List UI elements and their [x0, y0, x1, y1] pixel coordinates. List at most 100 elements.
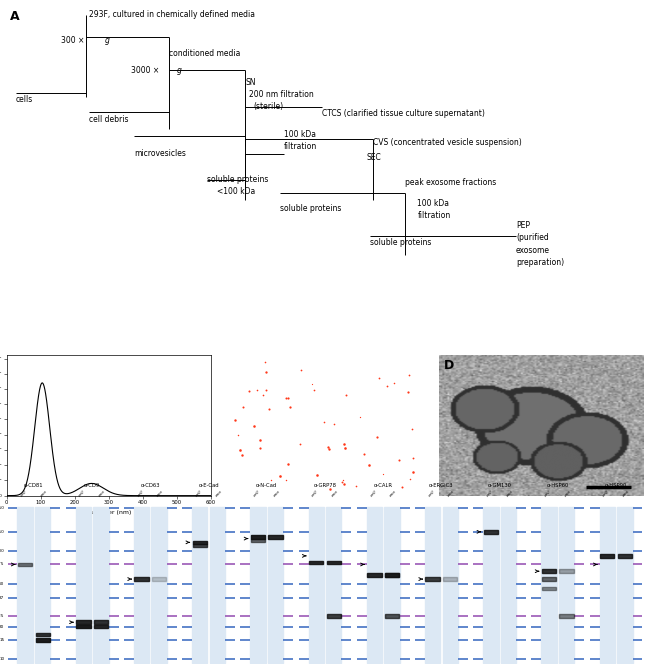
X-axis label: Diameter (nm): Diameter (nm): [85, 511, 132, 515]
Bar: [599, 507, 615, 663]
Text: 100: 100: [0, 549, 5, 553]
Text: A: A: [10, 10, 20, 23]
Text: *75: *75: [0, 562, 5, 566]
Text: exo: exo: [564, 489, 572, 498]
Text: α-CD9: α-CD9: [84, 483, 100, 488]
Text: g: g: [105, 36, 110, 44]
Text: α-HSP60: α-HSP60: [547, 483, 569, 488]
Bar: [443, 507, 458, 663]
Bar: [94, 625, 108, 629]
Text: α-ERGIC3: α-ERGIC3: [429, 483, 454, 488]
Text: exo: exo: [447, 489, 456, 498]
Text: 300 ×: 300 ×: [60, 36, 86, 44]
Text: <100 kDa: <100 kDa: [216, 187, 255, 197]
Bar: [36, 639, 50, 642]
Bar: [35, 507, 51, 663]
Bar: [559, 507, 575, 663]
Bar: [94, 621, 108, 624]
Text: soluble proteins: soluble proteins: [370, 238, 431, 247]
Text: *25: *25: [0, 614, 5, 618]
Text: cell debris: cell debris: [89, 115, 129, 124]
Bar: [151, 507, 167, 663]
Bar: [210, 507, 225, 663]
Text: exo: exo: [272, 489, 281, 498]
Bar: [618, 554, 632, 558]
Bar: [309, 507, 324, 663]
Bar: [76, 625, 90, 629]
Text: CTCS (clarified tissue culture supernatant): CTCS (clarified tissue culture supernata…: [322, 109, 485, 118]
Text: soluble proteins: soluble proteins: [280, 204, 342, 213]
Text: exo: exo: [40, 489, 48, 498]
Bar: [268, 507, 283, 663]
Text: SN: SN: [246, 78, 256, 87]
Bar: [268, 535, 283, 539]
Text: 250: 250: [0, 506, 5, 510]
Text: α-GRP78: α-GRP78: [313, 483, 337, 488]
Bar: [36, 633, 50, 636]
Bar: [192, 544, 207, 548]
Text: cell: cell: [78, 490, 86, 498]
Bar: [560, 570, 574, 573]
Text: exo: exo: [389, 489, 397, 498]
Text: C: C: [227, 359, 236, 372]
Bar: [250, 507, 266, 663]
Text: cell: cell: [486, 490, 494, 498]
Bar: [75, 507, 91, 663]
Text: cell: cell: [20, 490, 28, 498]
Bar: [385, 615, 399, 618]
Text: peak exosome fractions: peak exosome fractions: [404, 178, 496, 187]
Text: α-GM130: α-GM130: [488, 483, 512, 488]
Bar: [426, 577, 440, 581]
Text: 200 nm filtration: 200 nm filtration: [248, 90, 313, 99]
Bar: [134, 507, 150, 663]
Text: exo: exo: [621, 489, 630, 498]
Text: 100 kDa: 100 kDa: [417, 199, 449, 207]
Bar: [425, 507, 440, 663]
Text: α-E-Cad: α-E-Cad: [198, 483, 219, 488]
Text: α-CALR: α-CALR: [374, 483, 393, 488]
Text: cell: cell: [136, 490, 144, 498]
Text: preparation): preparation): [516, 258, 564, 267]
Text: α-CD81: α-CD81: [24, 483, 44, 488]
Text: cell: cell: [194, 490, 203, 498]
Text: cell: cell: [311, 490, 319, 498]
Bar: [484, 530, 498, 533]
Bar: [542, 570, 556, 573]
Bar: [192, 507, 207, 663]
Bar: [367, 507, 382, 663]
Bar: [327, 615, 341, 618]
Bar: [326, 507, 341, 663]
Text: exosome: exosome: [516, 246, 550, 255]
Bar: [617, 507, 632, 663]
Text: cell: cell: [544, 490, 552, 498]
Text: exo: exo: [98, 489, 107, 498]
Bar: [542, 577, 556, 581]
Bar: [367, 573, 382, 577]
Text: exo: exo: [505, 489, 514, 498]
Text: D: D: [443, 359, 454, 372]
Bar: [541, 507, 557, 663]
Text: SEC: SEC: [367, 154, 381, 162]
Bar: [18, 507, 33, 663]
Text: 15: 15: [0, 638, 5, 642]
Text: conditioned media: conditioned media: [169, 49, 240, 58]
Text: 50: 50: [0, 582, 5, 586]
Text: cell: cell: [602, 490, 610, 498]
Bar: [560, 615, 574, 618]
Text: 100 kDa: 100 kDa: [283, 130, 316, 139]
Text: 3000 ×: 3000 ×: [131, 66, 161, 75]
Bar: [600, 554, 614, 558]
Bar: [18, 563, 32, 566]
Bar: [542, 586, 556, 590]
Text: (purified: (purified: [516, 233, 549, 242]
Text: filtration: filtration: [283, 142, 317, 151]
Text: PEP: PEP: [516, 221, 530, 229]
Text: CVS (concentrated vesicle suspension): CVS (concentrated vesicle suspension): [373, 138, 521, 148]
Bar: [483, 507, 499, 663]
Bar: [76, 621, 90, 624]
Bar: [192, 541, 207, 544]
Text: exo: exo: [156, 489, 164, 498]
Bar: [309, 561, 323, 564]
Bar: [327, 561, 341, 564]
Text: exo: exo: [331, 489, 339, 498]
